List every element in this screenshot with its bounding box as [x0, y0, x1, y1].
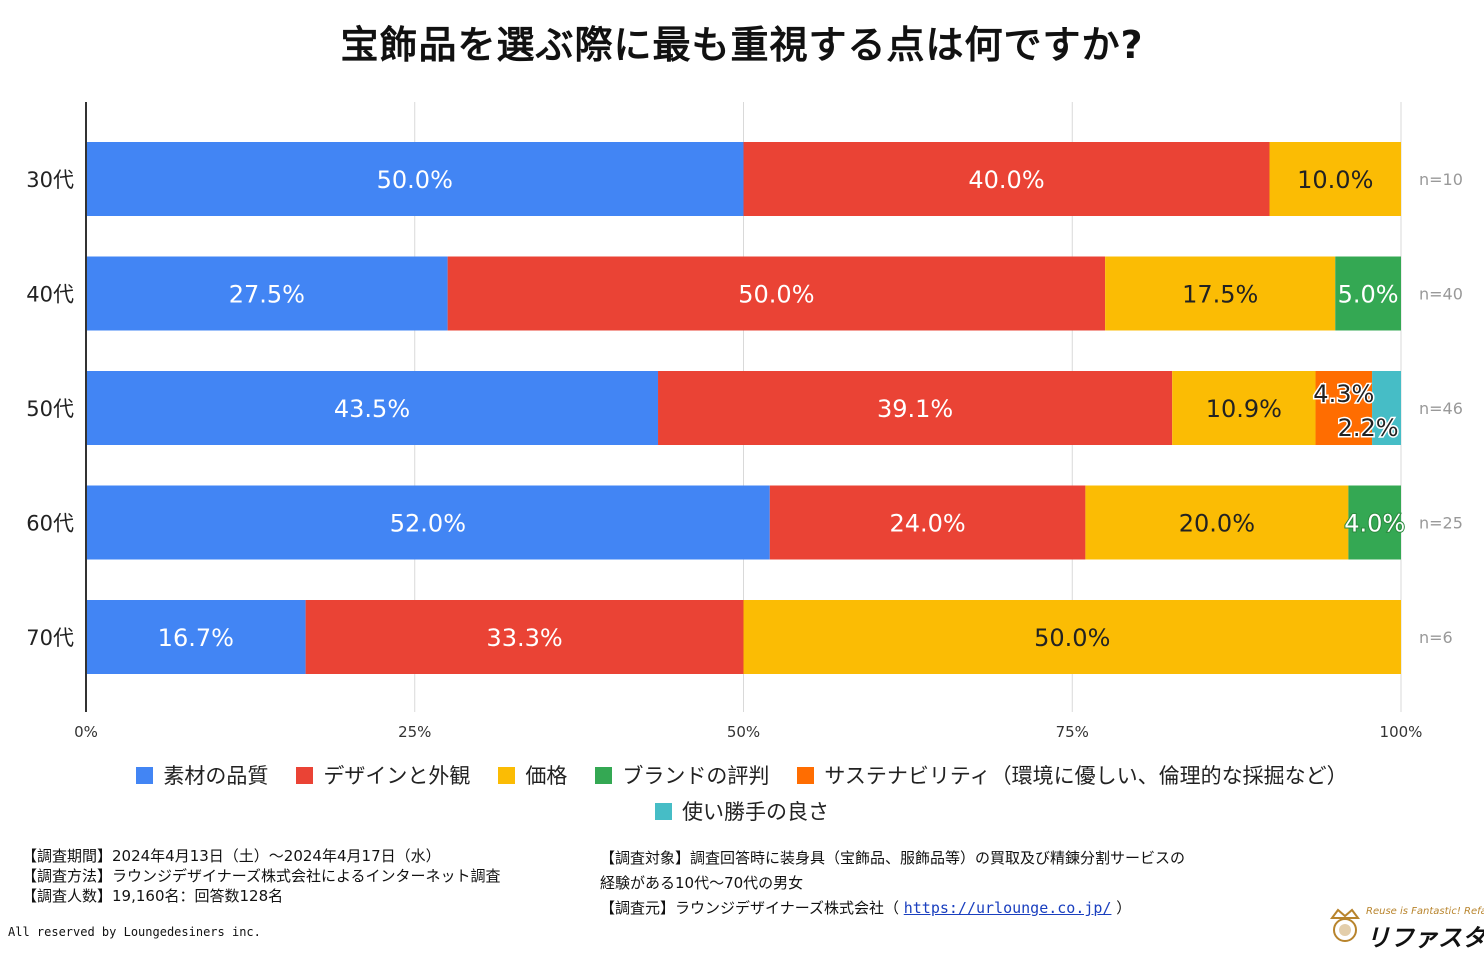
bar-value-label: 39.1%	[877, 395, 953, 423]
legend-swatch	[296, 766, 314, 784]
bar-segment	[1348, 485, 1401, 560]
bar-segment	[1105, 256, 1336, 331]
n-label: n=46	[1419, 399, 1463, 418]
x-tick-label: 75%	[1056, 723, 1089, 741]
bars	[86, 142, 1401, 674]
bar-value-label: 52.0%	[390, 510, 466, 538]
bar-value-label: 5.0%	[1338, 281, 1399, 309]
bar-segment	[86, 600, 306, 674]
x-tick-label: 25%	[398, 723, 431, 741]
bar-value-label: 24.0%	[889, 510, 965, 538]
legend-label: 価格	[525, 764, 568, 788]
bar-segment	[769, 485, 1086, 560]
bar-value-label: 16.7%	[158, 624, 234, 652]
source-suffix: ）	[1111, 899, 1132, 917]
copyright-text: All reserved by Loungedesiners inc.	[8, 925, 261, 939]
bar-segment	[1269, 142, 1401, 216]
legend-label: サステナビリティ（環境に優しい、倫理的な採掘など）	[824, 764, 1348, 788]
logo-tagline: Reuse is Fantastic! Refasta	[1366, 906, 1484, 917]
bar-segment	[86, 256, 448, 331]
bar-segment	[447, 256, 1106, 331]
bar-segment	[743, 600, 1401, 674]
source-link[interactable]: https://urlounge.co.jp/	[903, 899, 1112, 917]
bar-segment	[658, 371, 1173, 445]
legend-swatch	[797, 766, 815, 784]
bar-value-label: 20.0%	[1179, 510, 1255, 538]
legend-item: デザインと外観	[296, 760, 470, 790]
bar-segment	[86, 142, 744, 216]
bar-value-label: 33.3%	[486, 624, 562, 652]
x-tick-labels: 0% 25% 50% 75% 100%	[74, 723, 1422, 741]
category-label: 70代	[26, 626, 74, 650]
category-label: 30代	[26, 168, 74, 192]
n-label: n=6	[1419, 628, 1453, 647]
chart-title: 宝飾品を選ぶ際に最も重視する点は何ですか?	[340, 23, 1144, 67]
stacked-bar-chart: 50.0% 40.0% 10.0% 27.5% 50.0% 17.5% 5.0% 43.5% 3…	[26, 102, 1463, 741]
legend-label: ブランドの評判	[622, 764, 770, 788]
bar-value-label: 50.0%	[1034, 624, 1110, 652]
x-tick-label: 100%	[1380, 723, 1423, 741]
bar-value-label: 10.9%	[1206, 395, 1282, 423]
legend-label: 使い勝手の良さ	[682, 800, 829, 824]
crown-emblem-icon	[1330, 908, 1360, 942]
legend-swatch	[498, 766, 516, 784]
source-prefix: 【調査元】ラウンジデザイナーズ株式会社（	[600, 899, 904, 917]
bar-value-label: 50.0%	[738, 281, 814, 309]
refasta-logo: Reuse is Fantastic! Refasta リファスタ	[1326, 902, 1484, 952]
bar-labels: 50.0% 40.0% 10.0% 27.5% 50.0% 17.5% 5.0% 43.5% 3…	[158, 166, 1407, 652]
bar-value-label: 40.0%	[968, 166, 1044, 194]
survey-info-left: 【調査期間】2024年4月13日（土）～2024年4月17日（水） 【調査方法】…	[22, 846, 501, 906]
bar-segment	[86, 371, 659, 445]
n-label: n=10	[1419, 170, 1463, 189]
legend-item: 素材の品質	[136, 760, 268, 790]
n-label: n=25	[1419, 514, 1463, 533]
bar-value-label: 4.0%	[1344, 510, 1405, 538]
bar-value-label: 27.5%	[229, 281, 305, 309]
legend-item: 使い勝手の良さ	[655, 796, 829, 826]
survey-count: 【調査人数】19,160名：回答数128名	[22, 887, 284, 905]
bar-segment	[1085, 485, 1349, 560]
bar-value-label: 4.3%	[1313, 380, 1374, 408]
bar-segment	[86, 485, 770, 560]
legend-swatch	[655, 802, 672, 820]
category-label: 60代	[26, 512, 74, 536]
x-tick-label: 0%	[74, 723, 98, 741]
legend-swatch	[136, 766, 154, 784]
legend-item: 価格	[498, 760, 567, 790]
legend-label: 素材の品質	[163, 764, 269, 788]
bar-segment	[1315, 371, 1373, 445]
x-tick-label: 50%	[727, 723, 760, 741]
legend-item: ブランドの評判	[595, 760, 769, 790]
bar-segment	[1335, 256, 1401, 331]
logo-name: リファスタ	[1366, 924, 1484, 952]
bar-segment	[1172, 371, 1316, 445]
bar-segment	[743, 142, 1270, 216]
n-labels: n=10 n=40 n=46 n=25 n=6	[1419, 170, 1463, 647]
bar-value-label: 43.5%	[334, 395, 410, 423]
legend: 素材の品質 デザインと外観 価格 ブランドの評判 サステナビリティ（環境に優しい、倫理的…	[60, 760, 1424, 826]
bar-value-label: 10.0%	[1297, 166, 1373, 194]
survey-info-right: 【調査対象】調査回答時に装身具（宝飾品、服飾品等）の買取及び精錬分割サービスの …	[600, 846, 1185, 921]
category-label: 40代	[26, 283, 74, 307]
survey-method: 【調査方法】ラウンジデザイナーズ株式会社によるインターネット調査	[22, 867, 501, 885]
bar-segment	[1372, 371, 1401, 445]
category-label: 50代	[26, 397, 74, 421]
category-labels: 30代 40代 50代 60代 70代	[26, 168, 74, 650]
survey-period: 【調査期間】2024年4月13日（土）～2024年4月17日（水）	[22, 847, 441, 865]
survey-source: 【調査元】ラウンジデザイナーズ株式会社（ https://urlounge.co…	[600, 896, 1185, 921]
n-label: n=40	[1419, 285, 1463, 304]
bar-value-label: 17.5%	[1182, 281, 1258, 309]
legend-item: サステナビリティ（環境に優しい、倫理的な採掘など）	[797, 760, 1348, 790]
bar-value-label: 50.0%	[377, 166, 453, 194]
legend-swatch	[595, 766, 613, 784]
legend-label: デザインと外観	[323, 764, 471, 788]
bar-segment	[305, 600, 744, 674]
survey-target-line1: 【調査対象】調査回答時に装身具（宝飾品、服飾品等）の買取及び精錬分割サービスの	[600, 849, 1186, 867]
survey-target-line2: 経験がある10代～70代の男女	[600, 874, 804, 892]
bar-value-label: 2.2%	[1338, 414, 1399, 442]
